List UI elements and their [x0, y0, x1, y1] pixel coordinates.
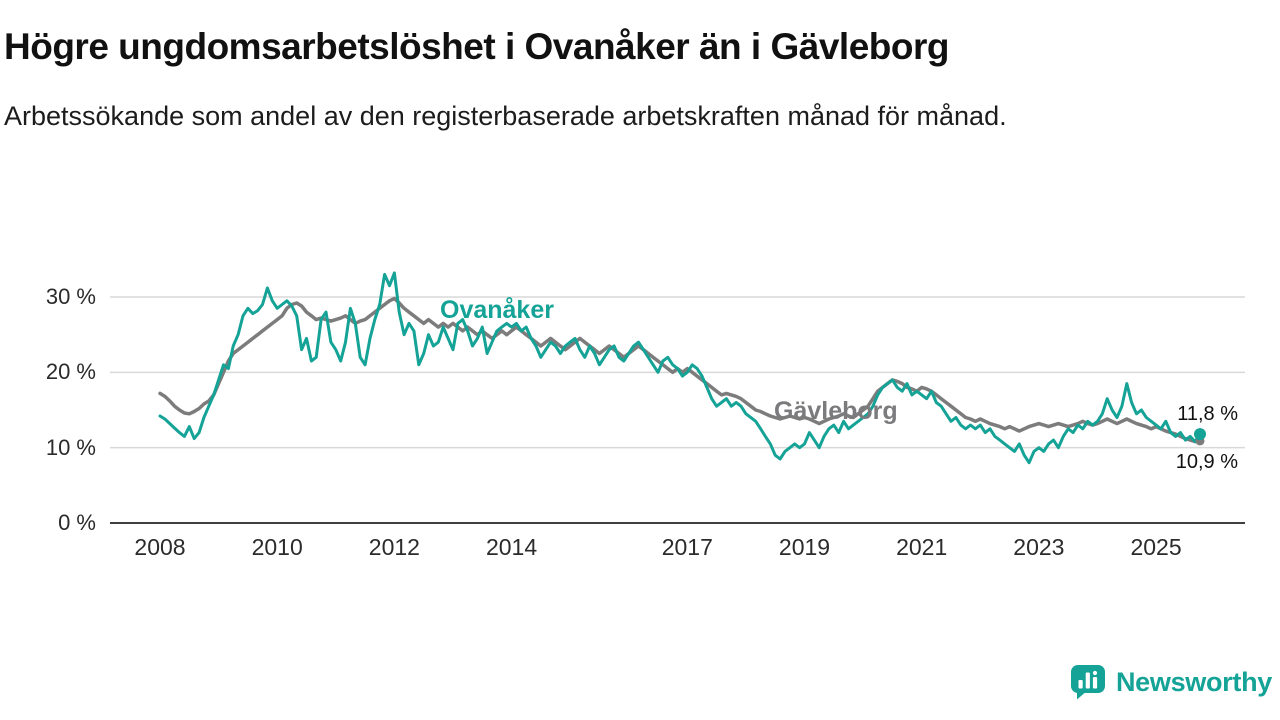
chart-subtitle: Arbetssökande som andel av den registerb…: [4, 101, 1007, 131]
x-axis-label-2021: 2021: [896, 534, 948, 560]
end-value-label-ovanaker: 11,8 %: [1177, 403, 1238, 425]
newsworthy-wordmark: Newsworthy: [1115, 666, 1272, 697]
y-axis-label-30: 30 %: [45, 284, 96, 309]
x-axis-label-2010: 2010: [251, 534, 303, 560]
y-axis-label-0: 0 %: [58, 510, 96, 535]
x-axis-label-2008: 2008: [134, 534, 186, 560]
y-axis-label-10: 10 %: [45, 434, 96, 460]
newsworthy-icon: [1070, 665, 1105, 700]
series-label-ovanaker: Ovanåker: [440, 296, 554, 324]
x-axis-label-2019: 2019: [778, 534, 831, 560]
series-line-ovanåker: [158, 271, 1202, 465]
x-axis-label-2025: 2025: [1130, 534, 1182, 560]
series-label-gavleborg: Gävleborg: [774, 397, 898, 425]
x-axis-label-2023: 2023: [1013, 534, 1065, 560]
y-axis-label-20: 20 %: [45, 359, 96, 385]
chart-header: Högre ungdomsarbetslöshet i Ovanåker än …: [4, 26, 1234, 134]
x-axis-label-2017: 2017: [661, 534, 713, 560]
end-point-dot-ovanåker: [1194, 428, 1206, 441]
x-axis-label-2014: 2014: [485, 534, 538, 560]
x-axis-label-2012: 2012: [368, 534, 420, 560]
newsworthy-logo: Newsworthy: [1070, 664, 1272, 700]
end-value-label-gavleborg: 10,9 %: [1175, 451, 1238, 473]
chart-title: Högre ungdomsarbetslöshet i Ovanåker än …: [4, 26, 949, 67]
